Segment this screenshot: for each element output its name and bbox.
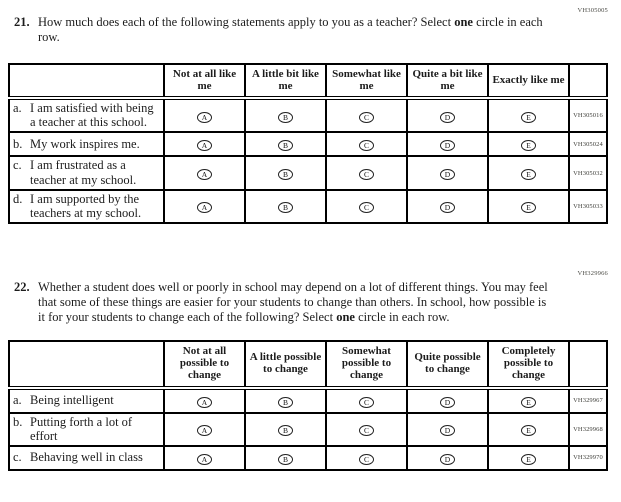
option-bubble-b[interactable]: B	[278, 425, 293, 437]
option-bubble-d[interactable]: D	[440, 111, 455, 123]
option-bubble-c[interactable]: C	[359, 202, 374, 214]
option-bubble-c[interactable]: C	[359, 111, 374, 123]
option-bubble-a[interactable]: A	[197, 202, 212, 214]
table-row: b. My work inspires me. A B C D E VH30502…	[8, 131, 608, 158]
option-bubble-d[interactable]: D	[440, 425, 455, 437]
option-bubble-e[interactable]: E	[521, 111, 536, 123]
option-bubble-a[interactable]: A	[197, 396, 212, 408]
row-code: VH329968	[568, 411, 608, 447]
option-bubble-b[interactable]: B	[278, 202, 293, 214]
option-bubble-b[interactable]: B	[278, 396, 293, 408]
column-header: Not at all possible to change	[163, 339, 246, 390]
option-bubble-d[interactable]: D	[440, 140, 455, 152]
row-code: VH305033	[568, 188, 608, 224]
option-bubble-c[interactable]: C	[359, 425, 374, 437]
option-bubble-d[interactable]: D	[440, 202, 455, 214]
prompt-bold-word: one	[454, 15, 473, 29]
question-22-code: VH329966	[577, 269, 608, 277]
prompt-text: How much does each of the following stat…	[38, 15, 455, 29]
column-header: Quite a bit like me	[406, 62, 489, 101]
option-bubble-b[interactable]: B	[278, 453, 293, 465]
option-bubble-b[interactable]: B	[278, 111, 293, 123]
table-row: a. Being intelligent A B C D E VH329967	[8, 386, 608, 414]
empty-header-cell	[8, 339, 165, 390]
table-row: a. I am satisfied with being a teacher at…	[8, 97, 608, 134]
row-statement: I am satisfied with being a teacher at t…	[30, 101, 154, 130]
q22-response-table: Not at all possible to change A little p…	[8, 339, 608, 471]
column-header: Quite possible to change	[406, 339, 489, 390]
option-bubble-d[interactable]: D	[440, 453, 455, 465]
option-bubble-e[interactable]: E	[521, 396, 536, 408]
question-21-code: VH305005	[577, 7, 608, 14]
row-code: VH329967	[568, 386, 608, 414]
option-bubble-e[interactable]: E	[521, 169, 536, 180]
table-row: c. I am frustrated as a teacher at my sch…	[8, 155, 608, 191]
column-header: Completely possible to change	[487, 339, 570, 390]
question-22-prompt: Whether a student does well or poorly in…	[38, 280, 550, 326]
row-letter: b.	[13, 136, 23, 151]
option-bubble-a[interactable]: A	[197, 453, 212, 465]
option-bubble-e[interactable]: E	[521, 425, 536, 437]
option-bubble-c[interactable]: C	[359, 453, 374, 465]
q21-response-table: Not at all like me A little bit like me …	[8, 62, 608, 224]
option-bubble-b[interactable]: B	[278, 169, 293, 180]
option-bubble-c[interactable]: C	[359, 396, 374, 408]
row-statement: I am frustrated as a teacher at my schoo…	[30, 158, 137, 187]
option-bubble-a[interactable]: A	[197, 169, 212, 180]
question-21-number: 21.	[14, 15, 30, 29]
prompt-text: circle in each row.	[38, 15, 543, 45]
option-bubble-a[interactable]: A	[197, 111, 212, 123]
column-header: Somewhat possible to change	[325, 339, 408, 390]
row-letter: c.	[13, 450, 22, 465]
header-row: Not at all like me A little bit like me …	[8, 62, 608, 101]
question-21: VH305005 21. How much does each of the f…	[14, 0, 608, 46]
row-statement: Being intelligent	[30, 393, 114, 407]
prompt-text: Whether a student does well or poorly in…	[38, 279, 548, 325]
row-letter: a.	[13, 101, 22, 116]
question-21-prompt: How much does each of the following stat…	[38, 15, 550, 46]
prompt-text: circle in each row.	[354, 310, 450, 325]
row-statement: Putting forth a lot of effort	[30, 414, 133, 443]
row-statement: My work inspires me.	[30, 136, 140, 151]
column-header: Exactly like me	[487, 62, 570, 101]
option-bubble-a[interactable]: A	[197, 140, 212, 152]
table-row: b. Putting forth a lot of effort A B C D …	[8, 411, 608, 447]
option-bubble-b[interactable]: B	[278, 140, 293, 152]
row-letter: b.	[13, 414, 23, 429]
column-header: A little possible to change	[244, 339, 327, 390]
option-bubble-a[interactable]: A	[197, 425, 212, 437]
option-bubble-c[interactable]: C	[359, 169, 374, 180]
option-bubble-d[interactable]: D	[440, 396, 455, 408]
option-bubble-e[interactable]: E	[521, 202, 536, 214]
row-code: VH305016	[568, 97, 608, 134]
option-bubble-c[interactable]: C	[359, 140, 374, 152]
row-code: VH329970	[568, 444, 608, 471]
question-22-number: 22.	[14, 279, 30, 294]
table-row: d. I am supported by the teachers at my s…	[8, 188, 608, 224]
row-letter: a.	[13, 393, 22, 407]
empty-header-cell	[568, 339, 608, 390]
row-code: VH305024	[568, 131, 608, 158]
row-statement: Behaving well in class	[30, 450, 143, 465]
column-header: Somewhat like me	[325, 62, 408, 101]
option-bubble-d[interactable]: D	[440, 169, 455, 180]
row-letter: c.	[13, 158, 22, 173]
column-header: Not at all like me	[163, 62, 246, 101]
prompt-bold-word: one	[336, 310, 355, 325]
question-22: VH329966 22. Whether a student does well…	[14, 270, 608, 326]
column-header: A little bit like me	[244, 62, 327, 101]
table-row: c. Behaving well in class A B C D E VH329…	[8, 444, 608, 471]
row-statement: I am supported by the teachers at my sch…	[30, 191, 142, 220]
row-code: VH305032	[568, 155, 608, 191]
row-letter: d.	[13, 191, 23, 206]
header-row: Not at all possible to change A little p…	[8, 339, 608, 390]
option-bubble-e[interactable]: E	[521, 140, 536, 152]
empty-header-cell	[8, 62, 165, 101]
option-bubble-e[interactable]: E	[521, 453, 536, 465]
empty-header-cell	[568, 62, 608, 101]
